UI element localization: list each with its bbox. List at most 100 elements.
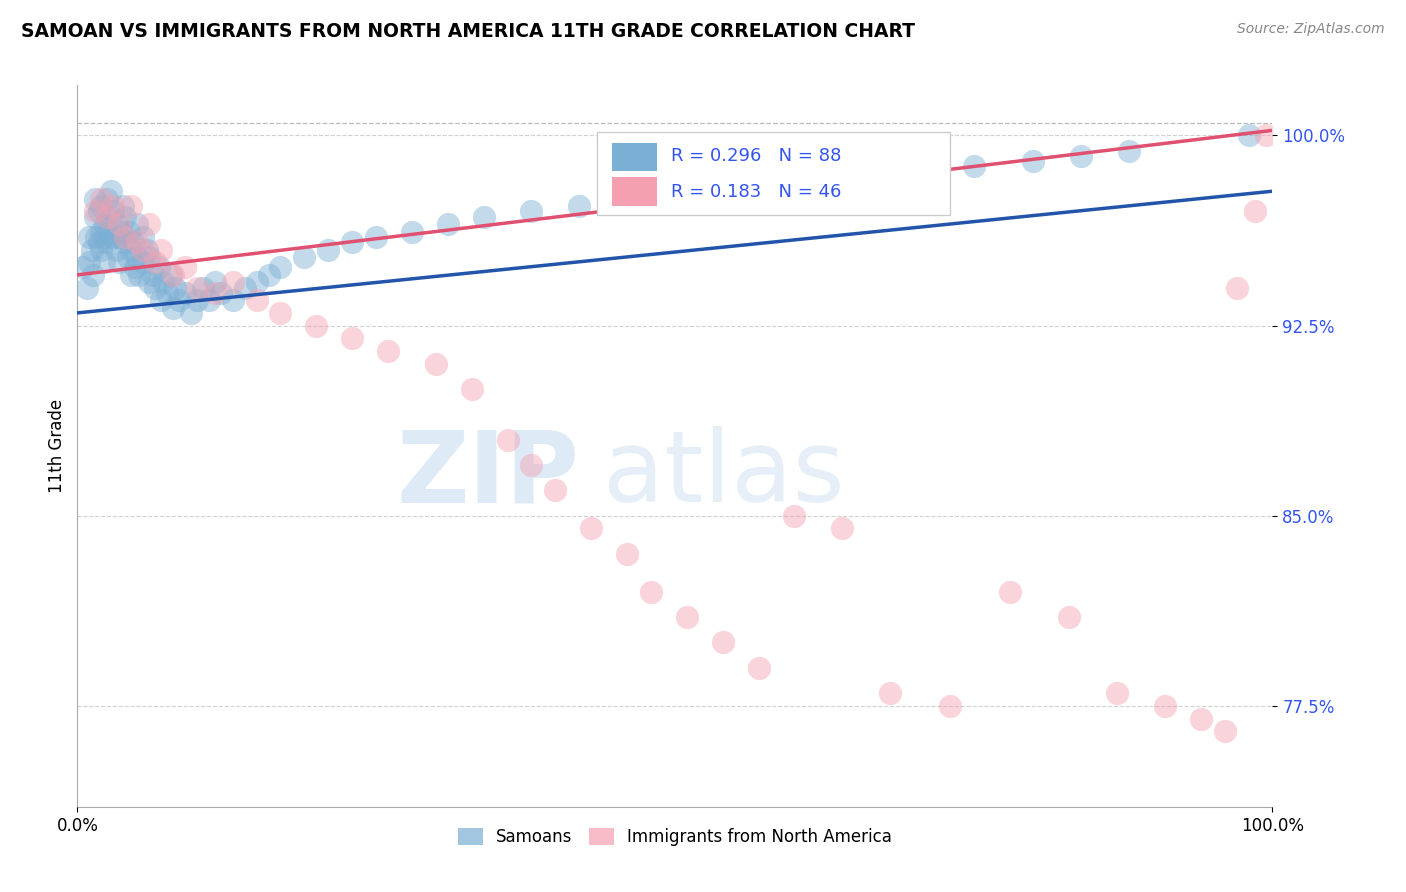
Point xyxy=(103,204,124,219)
FancyBboxPatch shape xyxy=(612,178,657,206)
Point xyxy=(132,255,155,269)
Point xyxy=(783,508,806,523)
Point xyxy=(128,268,150,282)
Point xyxy=(186,293,208,308)
Point xyxy=(616,547,638,561)
Point xyxy=(903,164,925,178)
Point xyxy=(204,285,226,300)
Point xyxy=(831,521,853,535)
Point xyxy=(90,199,112,213)
FancyBboxPatch shape xyxy=(598,132,950,215)
Point xyxy=(114,230,136,244)
Point xyxy=(174,285,197,300)
Point xyxy=(150,243,173,257)
Point xyxy=(939,698,962,713)
Point xyxy=(520,204,543,219)
Point xyxy=(496,433,519,447)
Point xyxy=(108,217,131,231)
Point xyxy=(103,199,124,213)
Point xyxy=(93,230,115,244)
Point xyxy=(117,250,139,264)
Point xyxy=(148,260,170,275)
Point xyxy=(132,243,155,257)
Point xyxy=(98,225,121,239)
Point xyxy=(135,243,157,257)
Point xyxy=(80,243,103,257)
Point xyxy=(1059,610,1081,624)
Point xyxy=(748,661,770,675)
Point xyxy=(581,521,603,535)
Point xyxy=(676,610,699,624)
Point xyxy=(152,276,174,290)
FancyBboxPatch shape xyxy=(612,143,657,171)
Point xyxy=(120,268,142,282)
Text: SAMOAN VS IMMIGRANTS FROM NORTH AMERICA 11TH GRADE CORRELATION CHART: SAMOAN VS IMMIGRANTS FROM NORTH AMERICA … xyxy=(21,22,915,41)
Point xyxy=(342,331,364,345)
Point xyxy=(963,159,986,173)
Point xyxy=(425,357,447,371)
Point xyxy=(105,217,128,231)
Point xyxy=(186,280,208,294)
Point xyxy=(104,243,127,257)
Point xyxy=(87,204,110,219)
Point xyxy=(711,635,734,649)
Point xyxy=(118,225,141,239)
Point xyxy=(1213,724,1236,739)
Point xyxy=(174,260,197,275)
Point xyxy=(82,268,104,282)
Point xyxy=(79,255,101,269)
Point xyxy=(318,243,340,257)
Point xyxy=(209,285,232,300)
Point xyxy=(700,184,723,198)
Point xyxy=(568,199,591,213)
Point xyxy=(86,230,108,244)
Point xyxy=(76,280,98,294)
Point xyxy=(138,217,160,231)
Point xyxy=(246,276,269,290)
Point xyxy=(120,243,142,257)
Point xyxy=(142,268,165,282)
Point xyxy=(79,230,101,244)
Point xyxy=(1189,712,1212,726)
Point xyxy=(401,225,423,239)
Point xyxy=(127,217,149,231)
Point xyxy=(96,210,118,224)
Point xyxy=(132,230,155,244)
Legend: Samoans, Immigrants from North America: Samoans, Immigrants from North America xyxy=(451,822,898,853)
Point xyxy=(222,293,245,308)
Text: R = 0.183   N = 46: R = 0.183 N = 46 xyxy=(671,183,842,201)
Point xyxy=(108,230,131,244)
Point xyxy=(204,276,226,290)
Point xyxy=(1154,698,1177,713)
Point xyxy=(270,260,292,275)
Point xyxy=(138,250,160,264)
Point xyxy=(165,280,187,294)
Point xyxy=(998,584,1021,599)
Point xyxy=(143,280,166,294)
Point xyxy=(162,301,184,315)
Point xyxy=(87,235,110,249)
Point xyxy=(180,306,202,320)
Point xyxy=(120,199,142,213)
Point xyxy=(270,306,292,320)
Point xyxy=(544,483,567,498)
Point xyxy=(159,268,181,282)
Point xyxy=(437,217,460,231)
Point xyxy=(1118,144,1140,158)
Point xyxy=(628,192,651,206)
Point xyxy=(191,280,214,294)
Point xyxy=(305,318,328,333)
Point xyxy=(1256,128,1278,143)
Point xyxy=(855,169,877,183)
Point xyxy=(377,343,399,358)
Point xyxy=(90,192,112,206)
Point xyxy=(111,199,134,213)
Text: R = 0.296   N = 88: R = 0.296 N = 88 xyxy=(671,146,842,164)
Point xyxy=(90,243,112,257)
Point xyxy=(1107,686,1129,700)
Point xyxy=(143,255,166,269)
Point xyxy=(472,210,495,224)
Point xyxy=(366,230,388,244)
Point xyxy=(342,235,364,249)
Text: Source: ZipAtlas.com: Source: ZipAtlas.com xyxy=(1237,22,1385,37)
